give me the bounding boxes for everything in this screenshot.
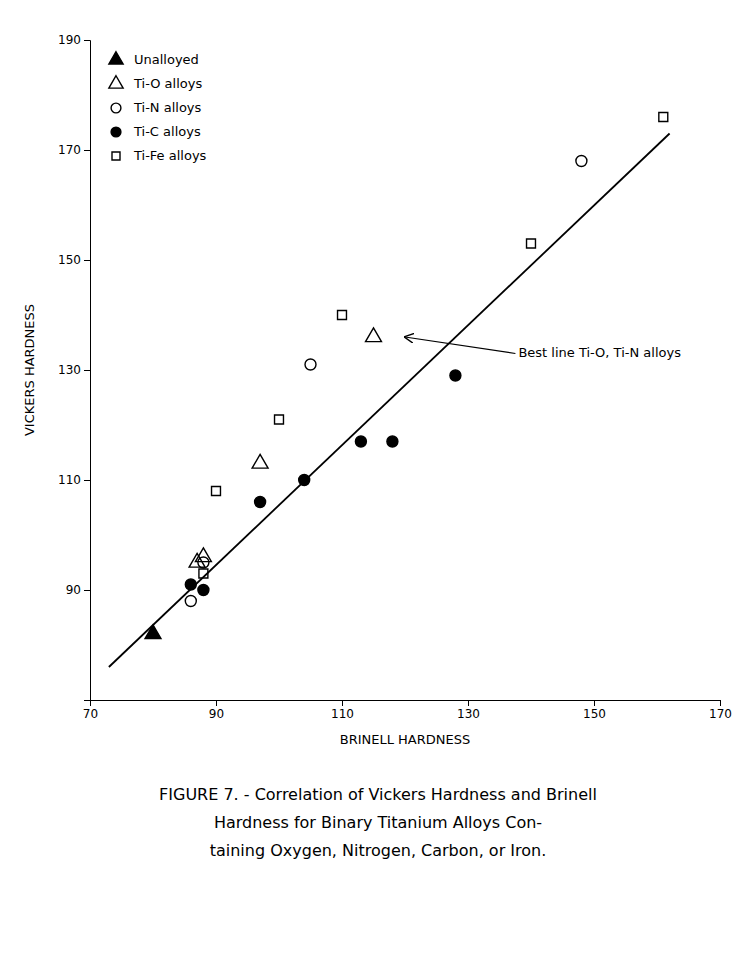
point — [195, 548, 211, 562]
x-tick-label: 170 — [709, 707, 732, 721]
legend-symbol — [111, 127, 121, 137]
plot: 70 90 110 130 150 170 90 110 130 150 170 190 BRINELL… — [22, 33, 732, 747]
y-axis: 90 110 130 150 170 190 — [58, 33, 90, 700]
y-tick-mark — [84, 480, 90, 481]
point — [527, 239, 536, 248]
y-tick-label: 170 — [58, 143, 81, 157]
x-tick: 70 — [83, 700, 98, 721]
point — [275, 415, 284, 424]
y-tick: 150 — [58, 253, 90, 267]
x-tick: 170 — [709, 700, 732, 721]
x-axis-title: BRINELL HARDNESS — [340, 732, 471, 747]
point — [450, 370, 461, 381]
legend-item: Ti-C alloys — [111, 124, 201, 139]
point — [198, 557, 209, 568]
x-tick-label: 150 — [583, 707, 606, 721]
x-tick: 90 — [209, 700, 224, 721]
point — [305, 359, 316, 370]
caption: FIGURE 7. - Correlation of Vickers Hardn… — [159, 785, 597, 860]
y-tick: 110 — [58, 473, 90, 487]
legend-item: Ti-O alloys — [109, 76, 203, 91]
marks — [109, 113, 670, 667]
caption-line: Hardness for Binary Titanium Alloys Con- — [214, 813, 542, 832]
x-tick: 130 — [457, 700, 480, 721]
point — [366, 328, 382, 342]
y-tick-label: 130 — [58, 363, 81, 377]
y-tick-label: 150 — [58, 253, 81, 267]
caption-line: FIGURE 7. - Correlation of Vickers Hardn… — [159, 785, 597, 804]
legend-label: Unalloyed — [134, 52, 199, 67]
legend-symbol — [112, 152, 120, 160]
point — [198, 585, 209, 596]
y-tick-mark — [84, 260, 90, 261]
x-tick-mark — [468, 700, 469, 706]
point — [659, 113, 668, 122]
point — [212, 487, 221, 496]
y-tick-mark — [84, 370, 90, 371]
x-tick-label: 110 — [331, 707, 354, 721]
chart: 70 90 110 130 150 170 90 110 130 150 170 190 BRINELL… — [0, 0, 756, 959]
legend: Unalloyed Ti-O alloys Ti-N alloys Ti-C allo… — [109, 52, 207, 163]
y-tick-label: 90 — [66, 583, 81, 597]
point — [387, 436, 398, 447]
legend-label: Ti-Fe alloys — [133, 148, 207, 163]
x-tick-mark — [342, 700, 343, 706]
y-tick: 170 — [58, 143, 90, 157]
point — [338, 311, 347, 320]
caption-line: taining Oxygen, Nitrogen, Carbon, or Iro… — [210, 841, 547, 860]
y-tick-mark — [84, 590, 90, 591]
y-tick-label: 110 — [58, 473, 81, 487]
annotations: Best line Ti-O, Ti-N alloys — [405, 337, 681, 360]
legend-label: Ti-C alloys — [133, 124, 201, 139]
x-tick: 150 — [583, 700, 606, 721]
legend-symbol — [111, 103, 121, 113]
legend-item: Ti-Fe alloys — [112, 148, 207, 163]
y-tick-mark — [84, 150, 90, 151]
y-tick: 90 — [66, 583, 90, 597]
x-tick-label: 130 — [457, 707, 480, 721]
annotation-arrow — [405, 337, 515, 354]
point — [576, 156, 587, 167]
x-tick-label: 90 — [209, 707, 224, 721]
x-axis: 70 90 110 130 150 170 — [83, 700, 732, 721]
point — [252, 454, 268, 468]
legend-symbol — [109, 52, 123, 64]
best-fit-line — [109, 134, 670, 668]
legend-item: Ti-N alloys — [111, 100, 201, 115]
x-tick-mark — [216, 700, 217, 706]
point — [145, 625, 161, 639]
x-tick-label: 70 — [83, 707, 98, 721]
y-tick: 190 — [58, 33, 90, 47]
x-tick-mark — [720, 700, 721, 706]
x-axis-line — [91, 701, 721, 707]
legend-item: Unalloyed — [109, 52, 199, 67]
annotation-text: Best line Ti-O, Ti-N alloys — [518, 345, 681, 360]
point — [189, 553, 205, 567]
legend-label: Ti-O alloys — [133, 76, 202, 91]
point — [355, 436, 366, 447]
x-tick: 110 — [331, 700, 354, 721]
x-tick-mark — [594, 700, 595, 706]
y-tick-label: 190 — [58, 33, 81, 47]
y-axis-title: VICKERS HARDNESS — [22, 304, 37, 436]
y-tick-mark — [84, 40, 90, 41]
legend-symbol — [109, 76, 123, 88]
y-tick: 130 — [58, 363, 90, 377]
point — [255, 497, 266, 508]
y-axis-line — [84, 41, 91, 701]
point — [185, 596, 196, 607]
legend-label: Ti-N alloys — [133, 100, 202, 115]
